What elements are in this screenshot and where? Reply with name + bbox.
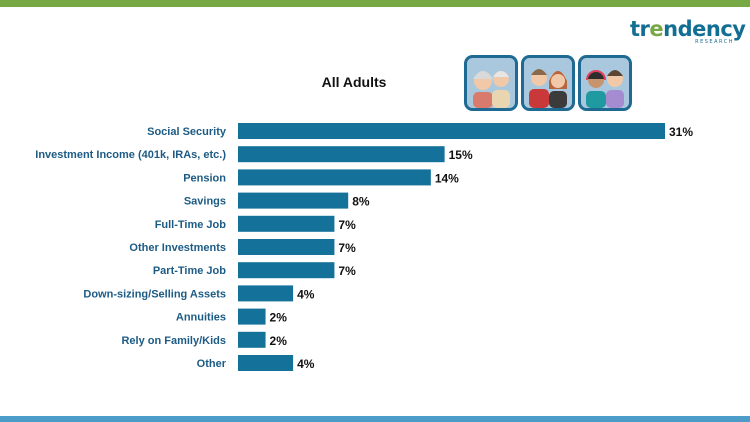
bar: [238, 146, 445, 163]
bar: [238, 192, 349, 209]
bar: [238, 355, 294, 371]
category-label: Other: [197, 358, 227, 370]
bar: [238, 169, 431, 186]
bottom-accent-bar: [0, 416, 750, 422]
value-label: 7%: [338, 264, 356, 278]
trendency-logo: trendency RESEARCH: [630, 17, 746, 48]
bar: [238, 308, 266, 325]
category-label: Savings: [184, 196, 226, 208]
category-label: Full-Time Job: [155, 219, 227, 231]
value-label: 14%: [435, 171, 459, 185]
bar: [238, 331, 266, 348]
logo-subtext: RESEARCH: [695, 39, 734, 45]
value-label: 4%: [297, 287, 315, 301]
bar: [238, 215, 335, 232]
value-label: 7%: [338, 241, 356, 255]
value-label: 2%: [270, 311, 288, 325]
category-label: Social Security: [147, 126, 227, 138]
value-label: 31%: [669, 125, 693, 139]
logo-wordmark: trendency: [630, 17, 746, 41]
value-label: 15%: [449, 148, 473, 162]
chart-title: All Adults: [321, 74, 387, 90]
value-label: 8%: [352, 195, 370, 209]
older-adults-icon: [464, 55, 518, 111]
value-label: 4%: [297, 357, 315, 371]
value-label: 2%: [270, 334, 288, 348]
bar: [238, 285, 294, 302]
category-label: Annuities: [176, 312, 226, 324]
top-accent-bar: [0, 0, 750, 7]
category-label: Pension: [183, 172, 226, 184]
category-label: Investment Income (401k, IRAs, etc.): [35, 149, 226, 161]
category-label: Down-sizing/Selling Assets: [83, 288, 226, 300]
young-adults-icon: [578, 55, 632, 111]
category-label: Rely on Family/Kids: [121, 335, 226, 347]
category-label: Other Investments: [129, 242, 226, 254]
middle-age-adults-icon: [521, 55, 575, 111]
bar: [238, 239, 335, 255]
category-label: Part-Time Job: [153, 265, 226, 277]
bar: [238, 123, 665, 139]
bar: [238, 262, 335, 279]
value-label: 7%: [338, 218, 356, 232]
